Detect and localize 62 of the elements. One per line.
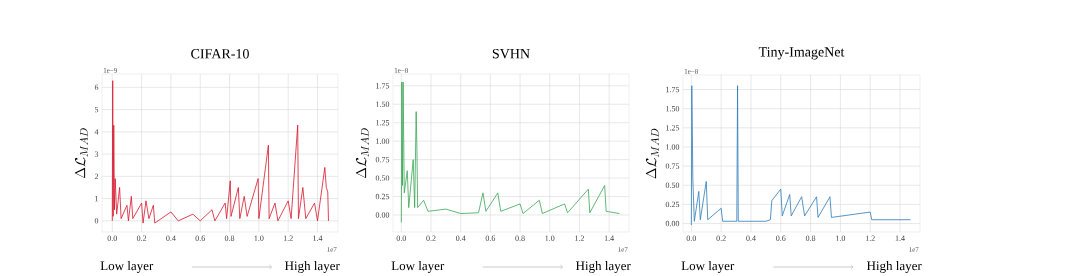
x-tick-label: 0.4 <box>166 235 176 241</box>
y-tick-label: 0.50 <box>665 182 680 188</box>
x-tick-label: 1.4 <box>604 235 614 241</box>
x-tick-label: 0.6 <box>485 235 496 241</box>
y-tick-label: 0.75 <box>665 163 680 169</box>
y-tick-label: 1 <box>95 195 99 202</box>
x-tick-label: 0.0 <box>396 235 407 241</box>
y-tick-label: 1.25 <box>666 125 680 131</box>
y-tick-label: 1.75 <box>376 83 390 89</box>
text: High layer <box>575 261 631 273</box>
x-tick-label: 0.2 <box>426 235 436 241</box>
x-tick-label: 1.2 <box>865 235 875 241</box>
y-tick-label: 0.00 <box>665 220 680 227</box>
x-tick-label: 1.2 <box>575 235 584 241</box>
y-tick-label: 1.75 <box>666 86 680 93</box>
y-tick-label: 3 <box>94 151 99 157</box>
y-tick-label: 0.00 <box>375 212 390 218</box>
y-tick-label: 6 <box>94 84 99 91</box>
x-tick-label: 0.2 <box>136 235 147 241</box>
line-series <box>690 85 911 226</box>
x-tick-label: 0.4 <box>455 235 466 241</box>
y-tick-label: 4 <box>94 129 99 135</box>
x-tick-label: 1.2 <box>283 235 293 241</box>
x-tick-label: 1.0 <box>836 235 846 241</box>
text: Low layer <box>681 261 735 273</box>
line-series <box>400 81 620 223</box>
y-tick-label: 0.25 <box>665 201 680 208</box>
chart-title: CIFAR-10 <box>191 49 249 59</box>
text: High layer <box>866 261 922 273</box>
x-tick-label: 0.0 <box>107 235 117 241</box>
x-tick-label: 1.0 <box>545 235 555 241</box>
text: High layer <box>284 261 340 273</box>
x-tick-label: 1.4 <box>895 235 905 241</box>
x-tick-label: 1.0 <box>254 235 264 241</box>
y-tick-label: 1.00 <box>376 138 390 144</box>
x-tick-label: 0.0 <box>686 235 697 241</box>
y-tick-label: 1.50 <box>666 105 680 112</box>
x-tick-label: 0.8 <box>224 235 235 241</box>
y-tick-label: 5 <box>94 106 99 113</box>
text: Low layer <box>100 261 154 273</box>
chart-title: Tiny-ImageNet <box>758 47 845 60</box>
y-tick-label: 1.25 <box>376 120 390 126</box>
chart-title: SVHN <box>492 48 530 59</box>
y-tick-label: 1.00 <box>666 144 680 150</box>
x-tick-label: 0.8 <box>515 235 525 241</box>
y-tick-label: 0.50 <box>375 175 390 181</box>
y-axis-title: $\Delta\mathcal{L}_{MAD}$ <box>355 128 369 179</box>
x-tick-label: 0.6 <box>195 235 205 241</box>
x-tick-label: 1.4 <box>313 235 323 241</box>
x-tick-label: 0.6 <box>776 235 786 241</box>
y-axis-title: $\Delta\mathcal{L}_{MAD}$ <box>645 128 659 179</box>
x-tick-label: 0.8 <box>805 235 816 241</box>
x-tick-label: 0.2 <box>716 235 726 241</box>
y-tick-label: 0 <box>94 218 99 224</box>
text: Low layer <box>391 261 445 273</box>
y-tick-label: 0.75 <box>375 156 390 163</box>
x-tick-label: 0.4 <box>746 235 756 241</box>
y-tick-label: 0.25 <box>375 193 390 200</box>
y-axis-title: $\Delta\mathcal{L}_{MAD}$ <box>74 128 88 179</box>
y-tick-label: 2 <box>94 173 99 179</box>
y-tick-label: 1.50 <box>376 101 390 107</box>
line-series <box>111 80 329 224</box>
